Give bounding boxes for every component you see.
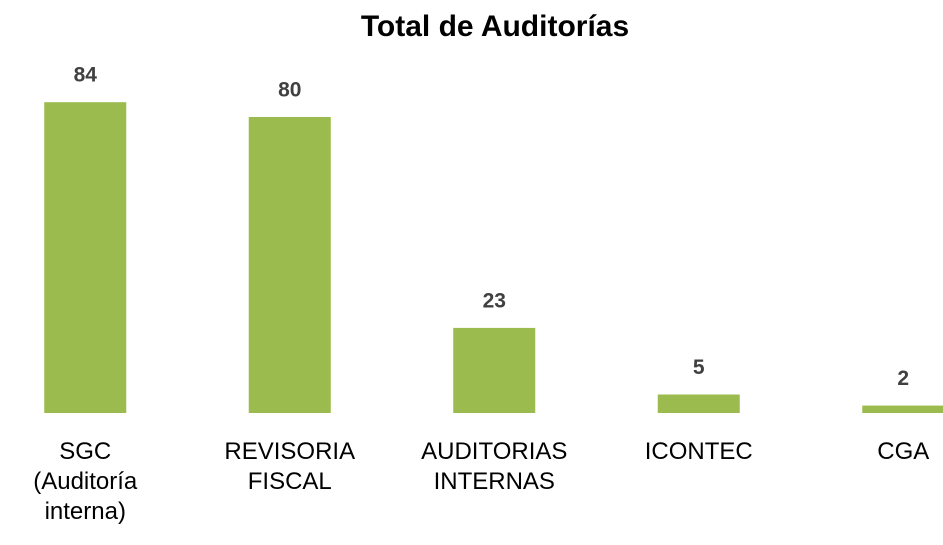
chart-title: Total de Auditorías [361, 10, 629, 43]
bar [248, 117, 331, 413]
data-label: 80 [278, 79, 301, 102]
x-tick-label: ICONTEC [644, 438, 753, 465]
bar [862, 405, 943, 413]
bar [453, 327, 536, 413]
bar [44, 102, 127, 413]
x-tick-label: CGA [877, 438, 930, 465]
x-tick-label: AUDITORIAS INTERNAS [421, 438, 568, 495]
bar [657, 394, 740, 413]
data-label: 2 [897, 367, 909, 390]
x-tick-label: SGC (Auditoría interna) [33, 438, 138, 525]
data-label: 84 [74, 64, 98, 87]
data-label: 5 [693, 356, 705, 379]
x-tick-label: REVISORIA FISCAL [224, 438, 356, 495]
data-label: 23 [483, 289, 506, 312]
